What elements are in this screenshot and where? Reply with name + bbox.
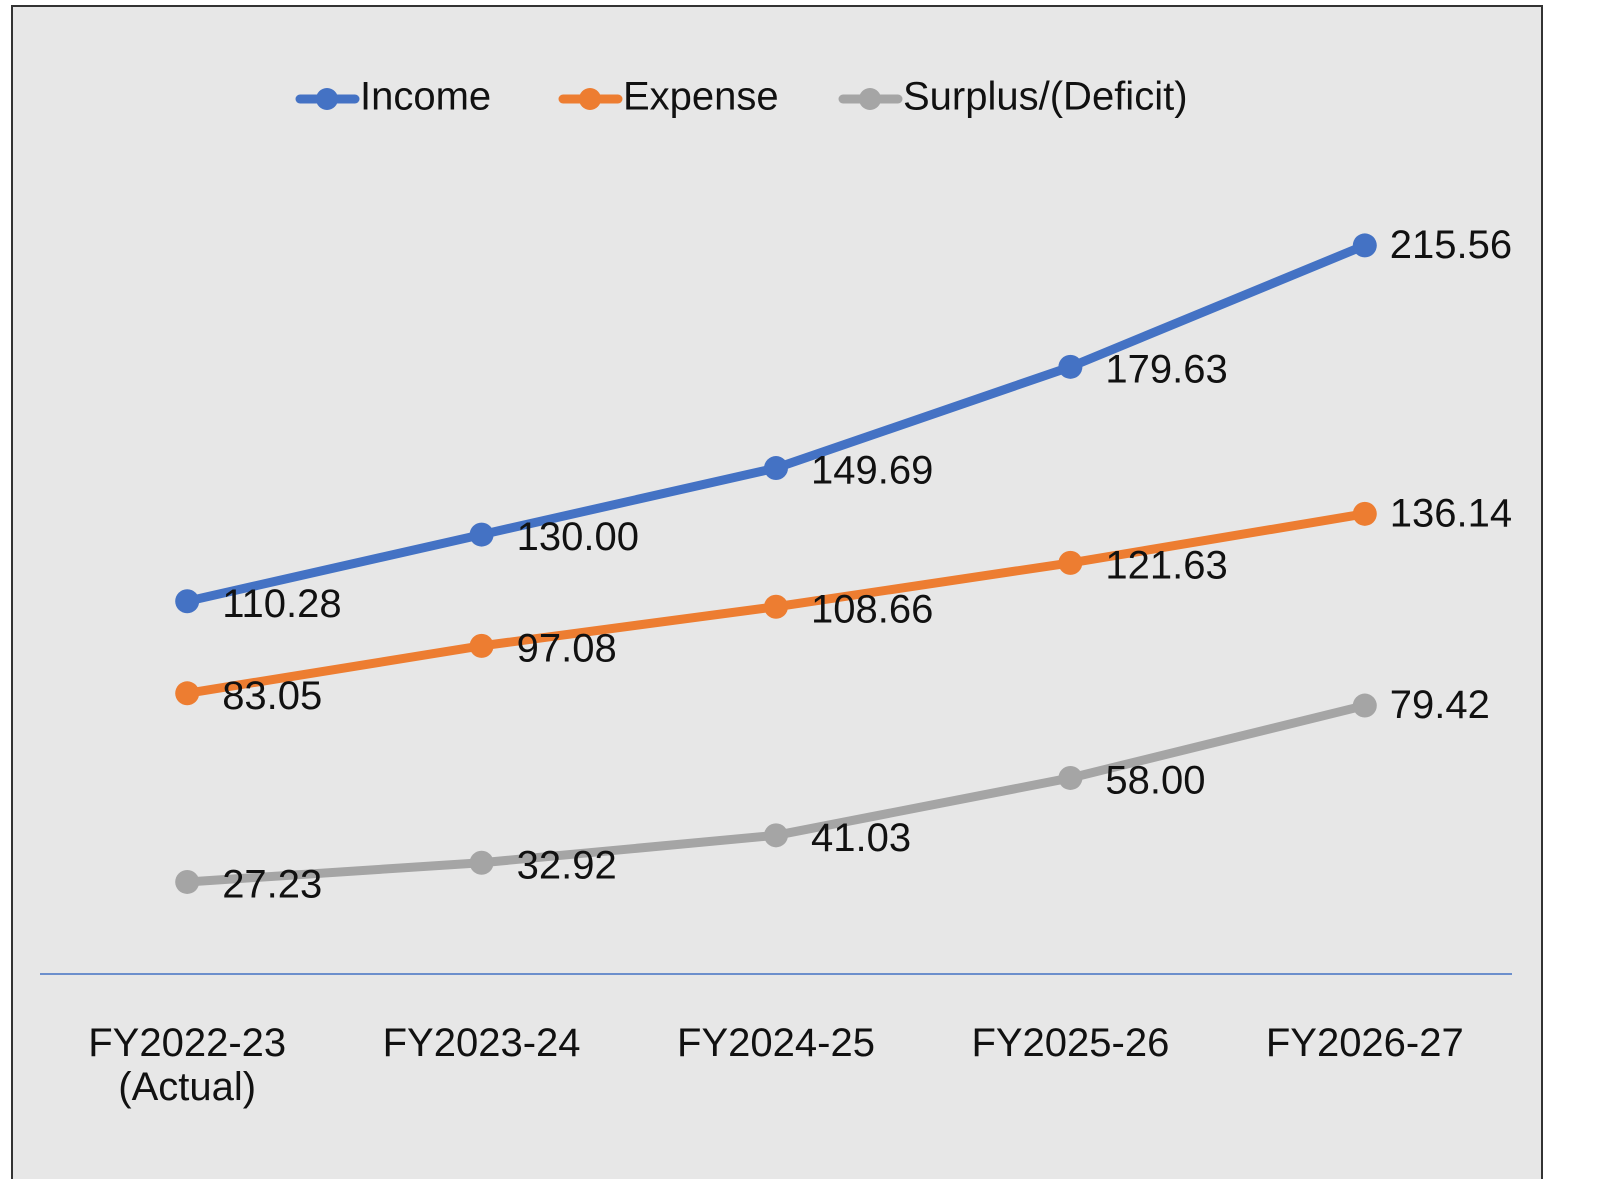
data-point — [469, 633, 494, 658]
data-label: 179.63 — [1105, 347, 1227, 391]
legend-marker — [316, 88, 338, 110]
x-tick-label-line: FY2024-25 — [677, 1021, 875, 1065]
legend-label: Expense — [623, 75, 779, 119]
x-tick-label-line: FY2023-24 — [383, 1021, 581, 1065]
data-label: 97.08 — [517, 626, 617, 670]
data-point — [764, 594, 788, 619]
x-tick-label: FY2026-27 — [1266, 1021, 1464, 1065]
x-tick-label-line: FY2022-23 — [88, 1021, 286, 1065]
data-point — [469, 850, 494, 875]
data-point — [175, 869, 200, 894]
data-label: 215.56 — [1390, 223, 1512, 267]
data-label: 41.03 — [811, 816, 911, 860]
data-label: 149.69 — [811, 449, 933, 493]
data-label: 136.14 — [1390, 491, 1512, 535]
data-point — [1352, 233, 1377, 258]
chart-background — [11, 5, 1543, 1179]
x-tick-label-line: FY2025-26 — [971, 1021, 1169, 1065]
data-label: 121.63 — [1105, 543, 1227, 587]
data-point — [469, 522, 494, 547]
data-label: 110.28 — [222, 582, 341, 626]
data-label: 108.66 — [811, 587, 933, 631]
data-label: 27.23 — [222, 863, 322, 907]
legend-marker — [859, 88, 881, 110]
legend-marker — [579, 88, 601, 110]
data-point — [1058, 354, 1083, 379]
x-tick-label: FY2025-26 — [971, 1021, 1169, 1065]
legend-label: Surplus/(Deficit) — [903, 75, 1188, 119]
x-tick-label: FY2024-25 — [677, 1021, 875, 1065]
x-tick-label: FY2023-24 — [383, 1021, 581, 1065]
x-tick-label: FY2022-23 (Actual) — [88, 1021, 286, 1109]
data-label: 32.92 — [517, 843, 617, 887]
data-point — [1058, 765, 1083, 790]
data-point — [764, 823, 788, 848]
data-point — [1352, 693, 1377, 718]
data-label: 79.42 — [1390, 683, 1490, 727]
data-point — [175, 589, 200, 614]
data-point — [1058, 550, 1083, 575]
legend-label: Income — [360, 75, 491, 119]
data-point — [175, 681, 200, 706]
data-point — [764, 456, 788, 481]
x-tick-label-line: (Actual) — [118, 1065, 256, 1109]
data-label: 83.05 — [222, 674, 322, 718]
x-tick-label-line: FY2026-27 — [1266, 1021, 1464, 1065]
data-point — [1352, 501, 1377, 526]
data-label: 58.00 — [1105, 759, 1205, 803]
data-label: 130.00 — [517, 515, 639, 559]
